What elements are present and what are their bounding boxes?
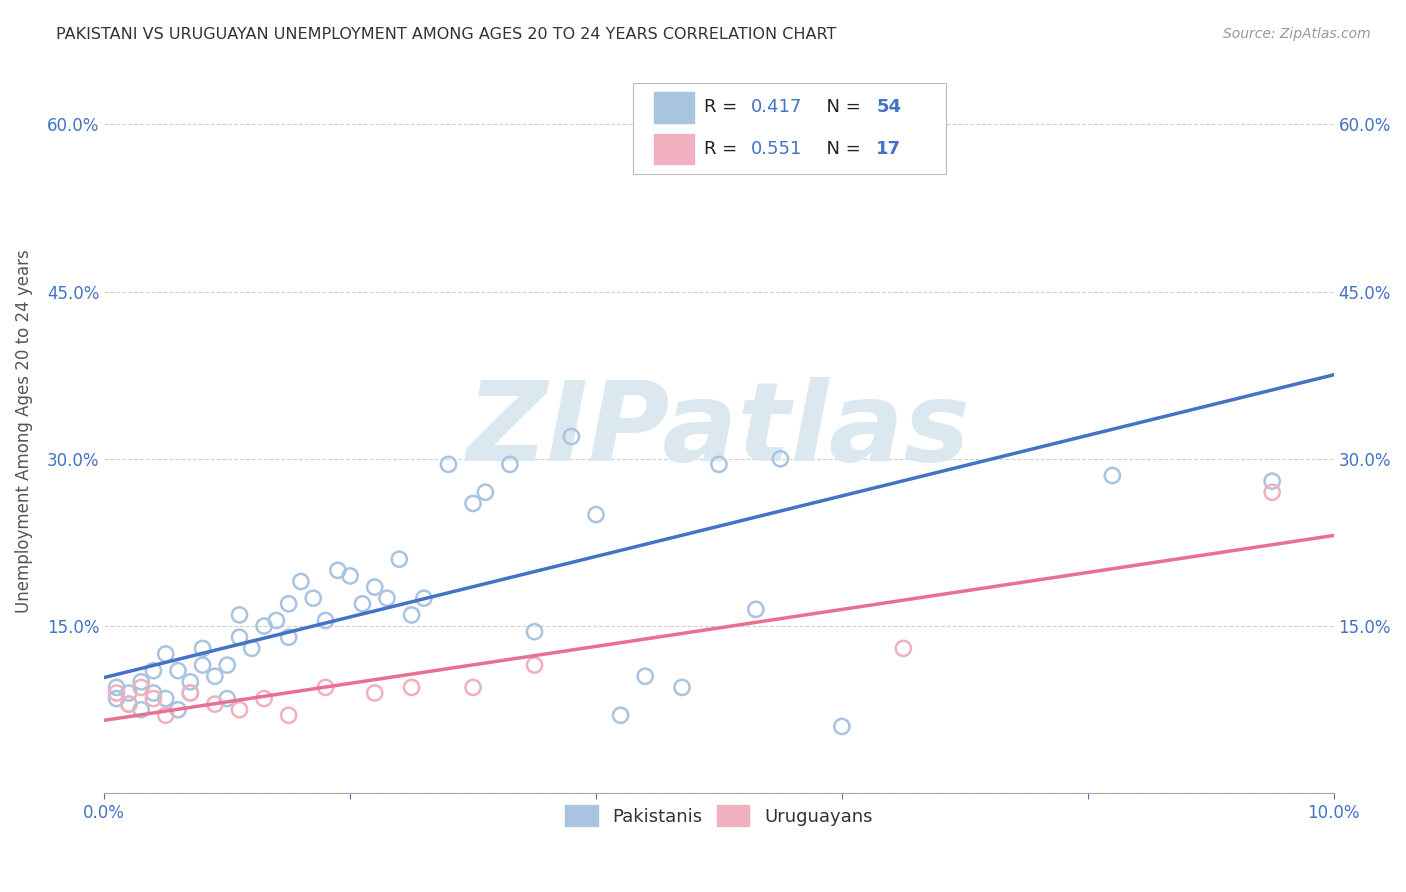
Text: R =: R = <box>704 98 744 117</box>
Text: R =: R = <box>704 140 744 158</box>
Point <box>302 591 325 606</box>
Text: 0.417: 0.417 <box>751 98 803 117</box>
Point <box>167 703 190 717</box>
Bar <box>654 92 695 123</box>
Point <box>745 602 768 616</box>
Point <box>352 597 374 611</box>
Text: 0.551: 0.551 <box>751 140 803 158</box>
Point <box>142 686 165 700</box>
Point <box>401 681 423 695</box>
Point <box>461 681 484 695</box>
Point <box>1261 485 1284 500</box>
Point <box>339 569 361 583</box>
Point <box>142 664 165 678</box>
Point <box>290 574 312 589</box>
Point <box>118 697 141 711</box>
Point <box>891 95 914 109</box>
Point <box>217 658 239 673</box>
Point <box>634 669 657 683</box>
Point <box>277 630 299 644</box>
Point <box>461 496 484 510</box>
FancyBboxPatch shape <box>633 83 946 174</box>
Point <box>179 674 201 689</box>
Text: ZIPatlas: ZIPatlas <box>467 377 970 484</box>
Text: 17: 17 <box>876 140 901 158</box>
Point <box>105 681 128 695</box>
Point <box>1101 468 1123 483</box>
Point <box>585 508 607 522</box>
Text: N =: N = <box>815 98 866 117</box>
Point <box>831 719 853 733</box>
Text: N =: N = <box>815 140 866 158</box>
Point <box>412 591 434 606</box>
Point <box>499 458 522 472</box>
Point <box>179 686 201 700</box>
Point <box>228 630 250 644</box>
Point <box>105 691 128 706</box>
Point <box>266 614 288 628</box>
Point <box>1261 474 1284 488</box>
Point <box>179 686 201 700</box>
Point <box>204 669 226 683</box>
Point <box>364 580 387 594</box>
Point <box>155 647 177 661</box>
Point <box>401 607 423 622</box>
Point <box>129 681 152 695</box>
Point <box>891 641 914 656</box>
Point <box>191 658 214 673</box>
Point <box>326 563 349 577</box>
Point <box>388 552 411 566</box>
Point <box>155 691 177 706</box>
Point <box>155 708 177 723</box>
Point <box>375 591 398 606</box>
Point <box>253 619 276 633</box>
Bar <box>654 134 695 164</box>
Point <box>609 708 631 723</box>
Point <box>437 458 460 472</box>
Point <box>228 703 250 717</box>
Point <box>277 708 299 723</box>
Text: Source: ZipAtlas.com: Source: ZipAtlas.com <box>1223 27 1371 41</box>
Point <box>315 614 337 628</box>
Point <box>217 691 239 706</box>
Point <box>560 429 582 443</box>
Point <box>105 686 128 700</box>
Point <box>474 485 496 500</box>
Point <box>769 451 792 466</box>
Point <box>315 681 337 695</box>
Point <box>240 641 263 656</box>
Point <box>364 686 387 700</box>
Point <box>277 597 299 611</box>
Point <box>523 658 546 673</box>
Point <box>167 664 190 678</box>
Point <box>228 607 250 622</box>
Text: PAKISTANI VS URUGUAYAN UNEMPLOYMENT AMONG AGES 20 TO 24 YEARS CORRELATION CHART: PAKISTANI VS URUGUAYAN UNEMPLOYMENT AMON… <box>56 27 837 42</box>
Point <box>142 691 165 706</box>
Point <box>129 674 152 689</box>
Point <box>523 624 546 639</box>
Point <box>204 697 226 711</box>
Y-axis label: Unemployment Among Ages 20 to 24 years: Unemployment Among Ages 20 to 24 years <box>15 249 32 613</box>
Point <box>129 703 152 717</box>
Point <box>118 686 141 700</box>
Point <box>671 681 693 695</box>
Point <box>707 458 730 472</box>
Point <box>118 697 141 711</box>
Point <box>253 691 276 706</box>
Text: 54: 54 <box>876 98 901 117</box>
Legend: Pakistanis, Uruguayans: Pakistanis, Uruguayans <box>557 797 882 835</box>
Point <box>191 641 214 656</box>
